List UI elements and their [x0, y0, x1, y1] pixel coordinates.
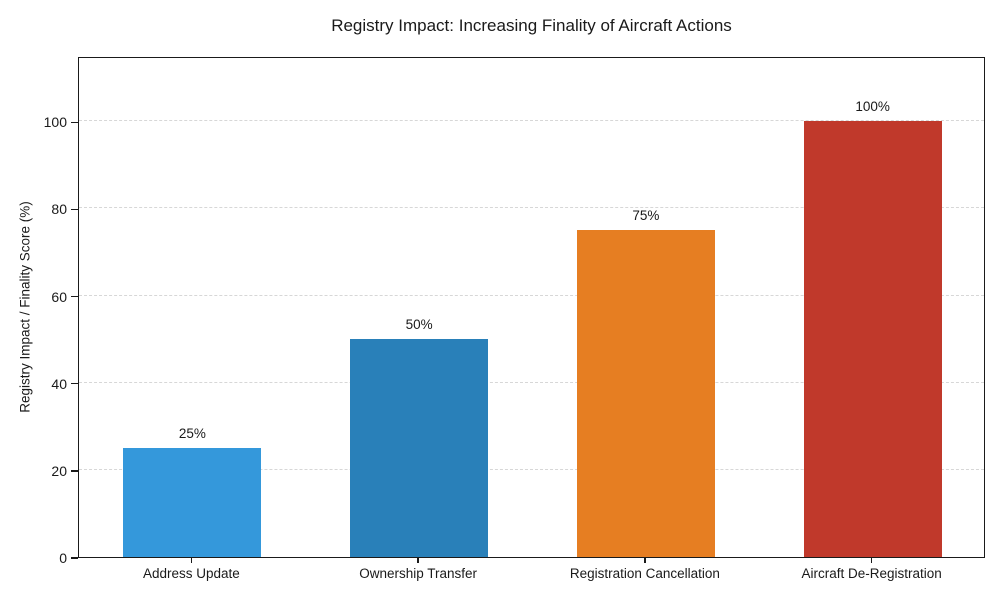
chart-title: Registry Impact: Increasing Finality of …	[331, 16, 732, 35]
x-tick-mark-aircraft-de-registration	[870, 558, 873, 563]
bar-value-label-address-update: 25%	[178, 426, 206, 442]
y-tick-mark-100	[71, 121, 78, 124]
bar-ownership-transfer	[350, 339, 489, 557]
x-tick-mark-address-update	[190, 558, 193, 563]
y-tick-mark-80	[71, 208, 78, 211]
y-tick-mark-60	[71, 295, 78, 298]
y-tick-label-20: 20	[51, 462, 67, 479]
gridline-20	[79, 468, 984, 470]
gridline-100	[79, 120, 984, 122]
gridline-60	[79, 294, 984, 296]
gridline-40	[79, 381, 984, 383]
bar-value-label-registration-cancellation: 75%	[632, 208, 660, 224]
bar-aircraft-de-registration	[803, 121, 942, 557]
y-tick-mark-40	[71, 382, 78, 385]
y-tick-label-80: 80	[51, 201, 67, 218]
y-tick-label-0: 0	[59, 550, 67, 566]
y-tick-mark-20	[71, 470, 78, 472]
bar-registration-cancellation	[576, 230, 715, 557]
bar-address-update	[123, 448, 262, 557]
y-tick-label-100: 100	[43, 114, 67, 131]
x-tick-label-registration-cancellation: Registration Cancellation	[569, 566, 720, 581]
y-tick-mark-0	[71, 557, 78, 559]
bar-value-label-aircraft-de-registration: 100%	[855, 99, 890, 115]
y-tick-label-40: 40	[51, 375, 67, 392]
x-tick-label-ownership-transfer: Ownership Transfer	[359, 566, 478, 581]
bar-value-label-ownership-transfer: 50%	[405, 317, 433, 333]
x-tick-mark-ownership-transfer	[417, 558, 419, 563]
x-tick-label-aircraft-de-registration: Aircraft De-Registration	[801, 566, 942, 581]
plot-area: 25% 50% 75% 100%	[78, 57, 985, 558]
x-tick-label-address-update: Address Update	[142, 566, 240, 581]
y-tick-label-60: 60	[51, 288, 67, 305]
gridline-80	[79, 207, 984, 209]
x-tick-mark-registration-cancellation	[644, 558, 646, 563]
